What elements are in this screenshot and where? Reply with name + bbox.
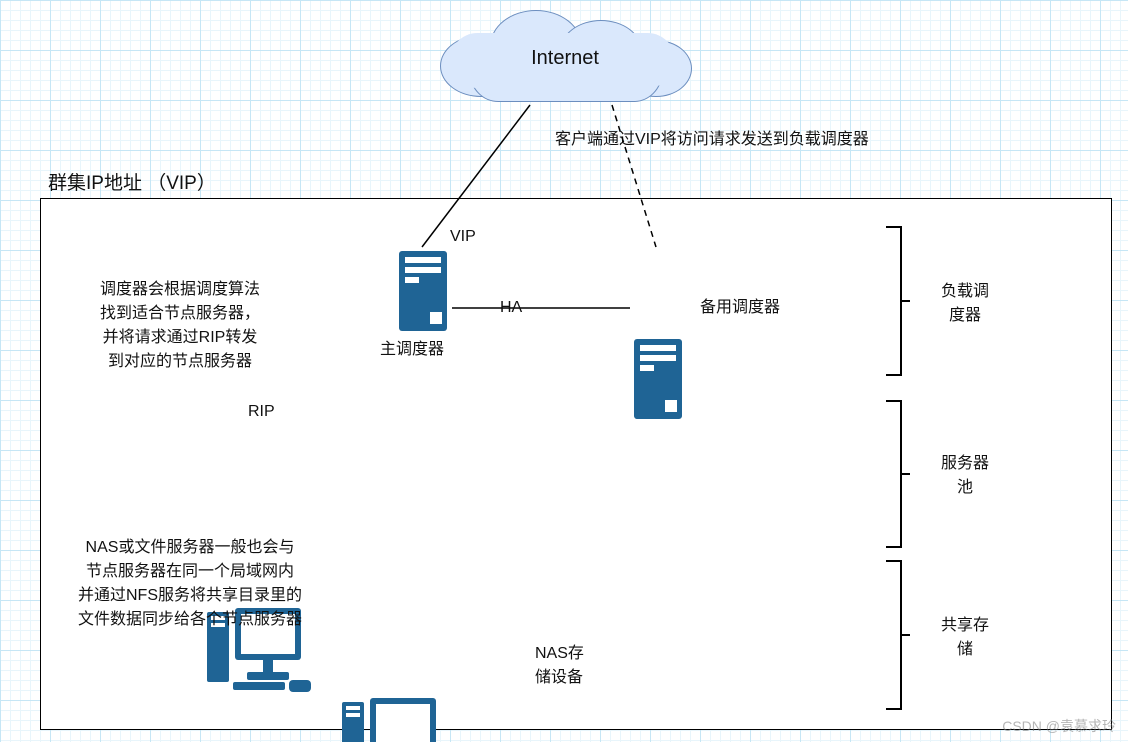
- main-scheduler-icon: [395, 247, 451, 335]
- main-scheduler-label: 主调度器: [380, 338, 444, 362]
- annotation-nas: NAS或文件服务器一般也会与 节点服务器在同一个局域网内 并通过NFS服务将共享…: [50, 536, 330, 632]
- backup-scheduler-icon: [630, 335, 686, 423]
- backup-scheduler-label: 备用调度器: [700, 296, 780, 320]
- vip-label: VIP: [450, 225, 476, 249]
- watermark: CSDN @袁慕求玲: [1002, 716, 1116, 736]
- bracket-label-server-pool: 服务器 池: [925, 452, 1005, 500]
- ha-label: HA: [500, 296, 522, 320]
- nas-label: NAS存 储设备: [535, 642, 584, 690]
- bracket-label-shared-storage: 共享存 储: [925, 614, 1005, 662]
- bracket-shared-storage: [870, 560, 902, 710]
- bracket-server-pool: [870, 400, 902, 548]
- bracket-label-load-scheduler: 负载调 度器: [925, 280, 1005, 328]
- rip-label: RIP: [248, 400, 275, 424]
- bracket-load-scheduler: [870, 226, 902, 376]
- annotation-scheduler: 调度器会根据调度算法 找到适合节点服务器， 并将请求通过RIP转发 到对应的节点…: [65, 278, 295, 374]
- server-pool-node: [340, 692, 450, 742]
